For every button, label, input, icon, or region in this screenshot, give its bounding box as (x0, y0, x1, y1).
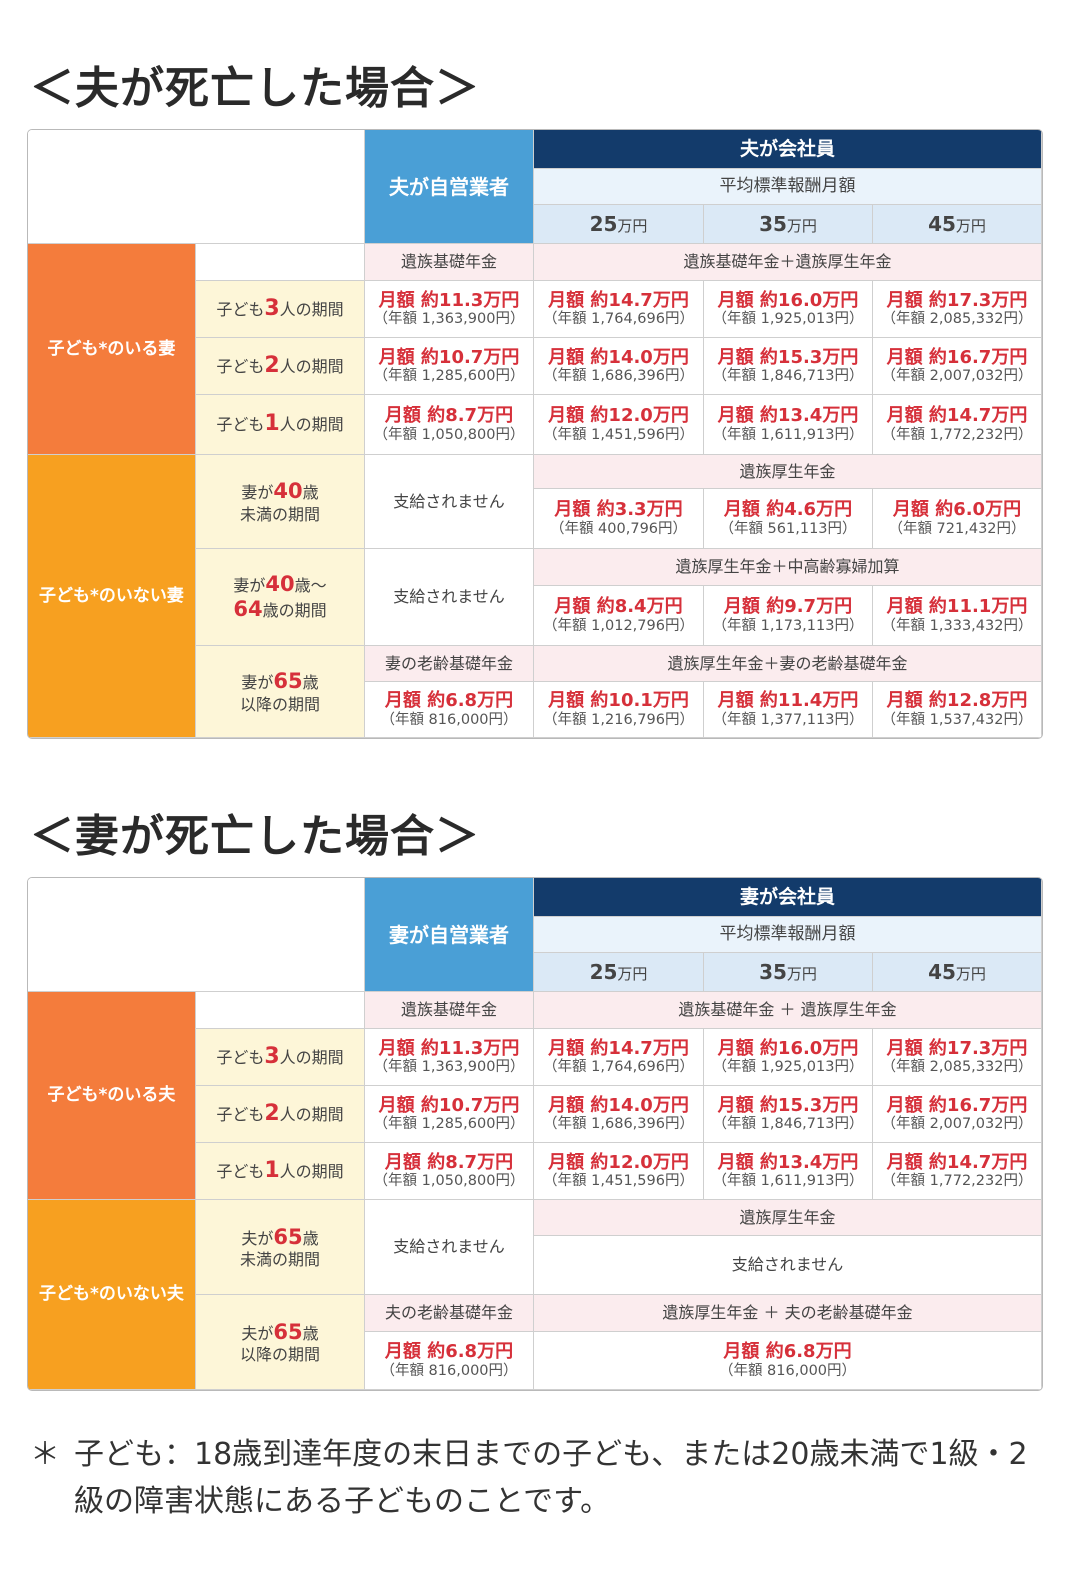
value-cell: 月額 約12.0万円 （年額 1,451,596円） (534, 395, 704, 455)
pension-basic-plus-label: 遺族基礎年金 ＋ 遺族厚生年金 (534, 992, 1042, 1029)
section-title-husband: ＜夫が死亡した場合＞ (30, 63, 480, 114)
header-employee: 夫が会社員 (534, 130, 1042, 169)
footnote: ＊ 子ども：18歳到達年度の末日までの子ども、または20歳未満で1級・2級の障害… (30, 1432, 1040, 1525)
value-cell: 月額 約11.3万円 （年額 1,363,900円） (365, 1029, 534, 1086)
category-husband-without-children: 子ども*のいない夫 (28, 1200, 196, 1390)
value-cell: 月額 約15.3万円 （年額 1,846,713円） (704, 1086, 873, 1143)
pension-basic-plus-label: 遺族基礎年金＋遺族厚生年金 (534, 244, 1042, 281)
not-paid-text: 支給されません (534, 1236, 1042, 1295)
row-label-husband-under-65: 夫が65歳 未満の期間 (196, 1200, 365, 1295)
value-cell: 月額 約12.0万円 （年額 1,451,596円） (534, 1143, 704, 1200)
value-cell: 月額 約16.0万円 （年額 1,925,013円） (704, 281, 873, 338)
value-cell: 月額 約10.7万円 （年額 1,285,600円） (365, 338, 534, 395)
value-cell: 月額 約11.3万円 （年額 1,363,900円） (365, 281, 534, 338)
value-cell: 月額 約9.7万円 （年額 1,173,113円） (704, 586, 873, 646)
value-cell: 月額 約6.0万円 （年額 721,432円） (873, 489, 1042, 549)
wife-old-age-basic-label: 妻の老齢基礎年金 (365, 646, 534, 682)
value-cell: 月額 約14.0万円 （年額 1,686,396円） (534, 338, 704, 395)
not-paid-text: 支給されません (365, 455, 534, 549)
value-cell: 月額 約8.4万円 （年額 1,012,796円） (534, 586, 704, 646)
value-cell: 月額 約11.1万円 （年額 1,333,432円） (873, 586, 1042, 646)
survivor-welfare-label: 遺族厚生年金 (534, 1200, 1042, 1236)
value-cell: 月額 約8.7万円 （年額 1,050,800円） (365, 395, 534, 455)
value-cell: 月額 約15.3万円 （年額 1,846,713円） (704, 338, 873, 395)
husband-old-age-basic-label: 夫の老齢基礎年金 (365, 1295, 534, 1332)
header-self-employed: 妻が自営業者 (365, 878, 534, 992)
value-cell: 月額 約12.8万円 （年額 1,537,432円） (873, 682, 1042, 738)
category-wife-without-children: 子ども*のいない妻 (28, 455, 196, 738)
value-cell: 月額 約10.7万円 （年額 1,285,600円） (365, 1086, 534, 1143)
value-cell: 月額 約16.0万円 （年額 1,925,013円） (704, 1029, 873, 1086)
row-label-3-children: 子ども3人の期間 (196, 1029, 365, 1086)
value-cell: 月額 約13.4万円 （年額 1,611,913円） (704, 395, 873, 455)
salary-45: 45万円 (873, 205, 1042, 244)
value-cell: 月額 約11.4万円 （年額 1,377,113円） (704, 682, 873, 738)
salary-35: 35万円 (704, 953, 873, 992)
header-blank (28, 130, 365, 244)
footnote-mark: ＊ (30, 1437, 60, 1472)
value-cell: 月額 約16.7万円 （年額 2,007,032円） (873, 338, 1042, 395)
value-cell: 月額 約14.7万円 （年額 1,764,696円） (534, 281, 704, 338)
value-cell: 月額 約6.8万円 （年額 816,000円） (534, 1332, 1042, 1390)
value-cell: 月額 約13.4万円 （年額 1,611,913円） (704, 1143, 873, 1200)
value-cell: 月額 約10.1万円 （年額 1,216,796円） (534, 682, 704, 738)
category-husband-with-children: 子ども*のいる夫 (28, 992, 196, 1200)
category-wife-with-children: 子ども*のいる妻 (28, 244, 196, 455)
value-cell: 月額 約17.3万円 （年額 2,085,332円） (873, 281, 1042, 338)
survivor-welfare-label: 遺族厚生年金 (534, 455, 1042, 489)
value-cell: 月額 約6.8万円 （年額 816,000円） (365, 682, 534, 738)
pension-basic-label: 遺族基礎年金 (365, 992, 534, 1029)
salary-25: 25万円 (534, 953, 704, 992)
row-label-wife-40-64: 妻が40歳～ 64歳の期間 (196, 549, 365, 646)
salary-45: 45万円 (873, 953, 1042, 992)
value-cell: 月額 約14.7万円 （年額 1,764,696円） (534, 1029, 704, 1086)
header-employee: 妻が会社員 (534, 878, 1042, 917)
salary-25: 25万円 (534, 205, 704, 244)
row-label-blank (196, 992, 365, 1029)
value-cell: 月額 約6.8万円 （年額 816,000円） (365, 1332, 534, 1390)
row-label-wife-65-plus: 妻が65歳 以降の期間 (196, 646, 365, 738)
row-label-1-child: 子ども1人の期間 (196, 1143, 365, 1200)
survivor-plus-old-age-label: 遺族厚生年金 ＋ 夫の老齢基礎年金 (534, 1295, 1042, 1332)
row-label-1-child: 子ども1人の期間 (196, 395, 365, 455)
value-cell: 月額 約3.3万円 （年額 400,796円） (534, 489, 704, 549)
survivor-welfare-widow-label: 遺族厚生年金＋中高齢寡婦加算 (534, 549, 1042, 586)
row-label-wife-under-40: 妻が40歳 未満の期間 (196, 455, 365, 549)
row-label-husband-65-plus: 夫が65歳 以降の期間 (196, 1295, 365, 1390)
value-cell: 月額 約14.7万円 （年額 1,772,232円） (873, 1143, 1042, 1200)
footnote-text: 子ども：18歳到達年度の末日までの子ども、または20歳未満で1級・2級の障害状態… (74, 1437, 1028, 1519)
row-label-3-children: 子ども3人の期間 (196, 281, 365, 338)
not-paid-text: 支給されません (365, 549, 534, 646)
wife-pension-table: 妻が自営業者 妻が会社員 平均標準報酬月額 25万円 35万円 45万円 子ども… (27, 877, 1043, 1391)
not-paid-text: 支給されません (365, 1200, 534, 1295)
header-blank (28, 878, 365, 992)
header-avg-salary: 平均標準報酬月額 (534, 917, 1042, 953)
survivor-plus-old-age-label: 遺族厚生年金＋妻の老齢基礎年金 (534, 646, 1042, 682)
value-cell: 月額 約4.6万円 （年額 561,113円） (704, 489, 873, 549)
pension-basic-label: 遺族基礎年金 (365, 244, 534, 281)
salary-35: 35万円 (704, 205, 873, 244)
section-title-wife: ＜妻が死亡した場合＞ (30, 811, 480, 862)
row-label-2-children: 子ども2人の期間 (196, 338, 365, 395)
value-cell: 月額 約14.0万円 （年額 1,686,396円） (534, 1086, 704, 1143)
header-avg-salary: 平均標準報酬月額 (534, 169, 1042, 205)
value-cell: 月額 約14.7万円 （年額 1,772,232円） (873, 395, 1042, 455)
row-label-blank (196, 244, 365, 281)
value-cell: 月額 約17.3万円 （年額 2,085,332円） (873, 1029, 1042, 1086)
value-cell: 月額 約16.7万円 （年額 2,007,032円） (873, 1086, 1042, 1143)
husband-pension-table: 夫が自営業者 夫が会社員 平均標準報酬月額 25万円 35万円 45万円 子ども… (27, 129, 1043, 739)
header-self-employed: 夫が自営業者 (365, 130, 534, 244)
row-label-2-children: 子ども2人の期間 (196, 1086, 365, 1143)
value-cell: 月額 約8.7万円 （年額 1,050,800円） (365, 1143, 534, 1200)
